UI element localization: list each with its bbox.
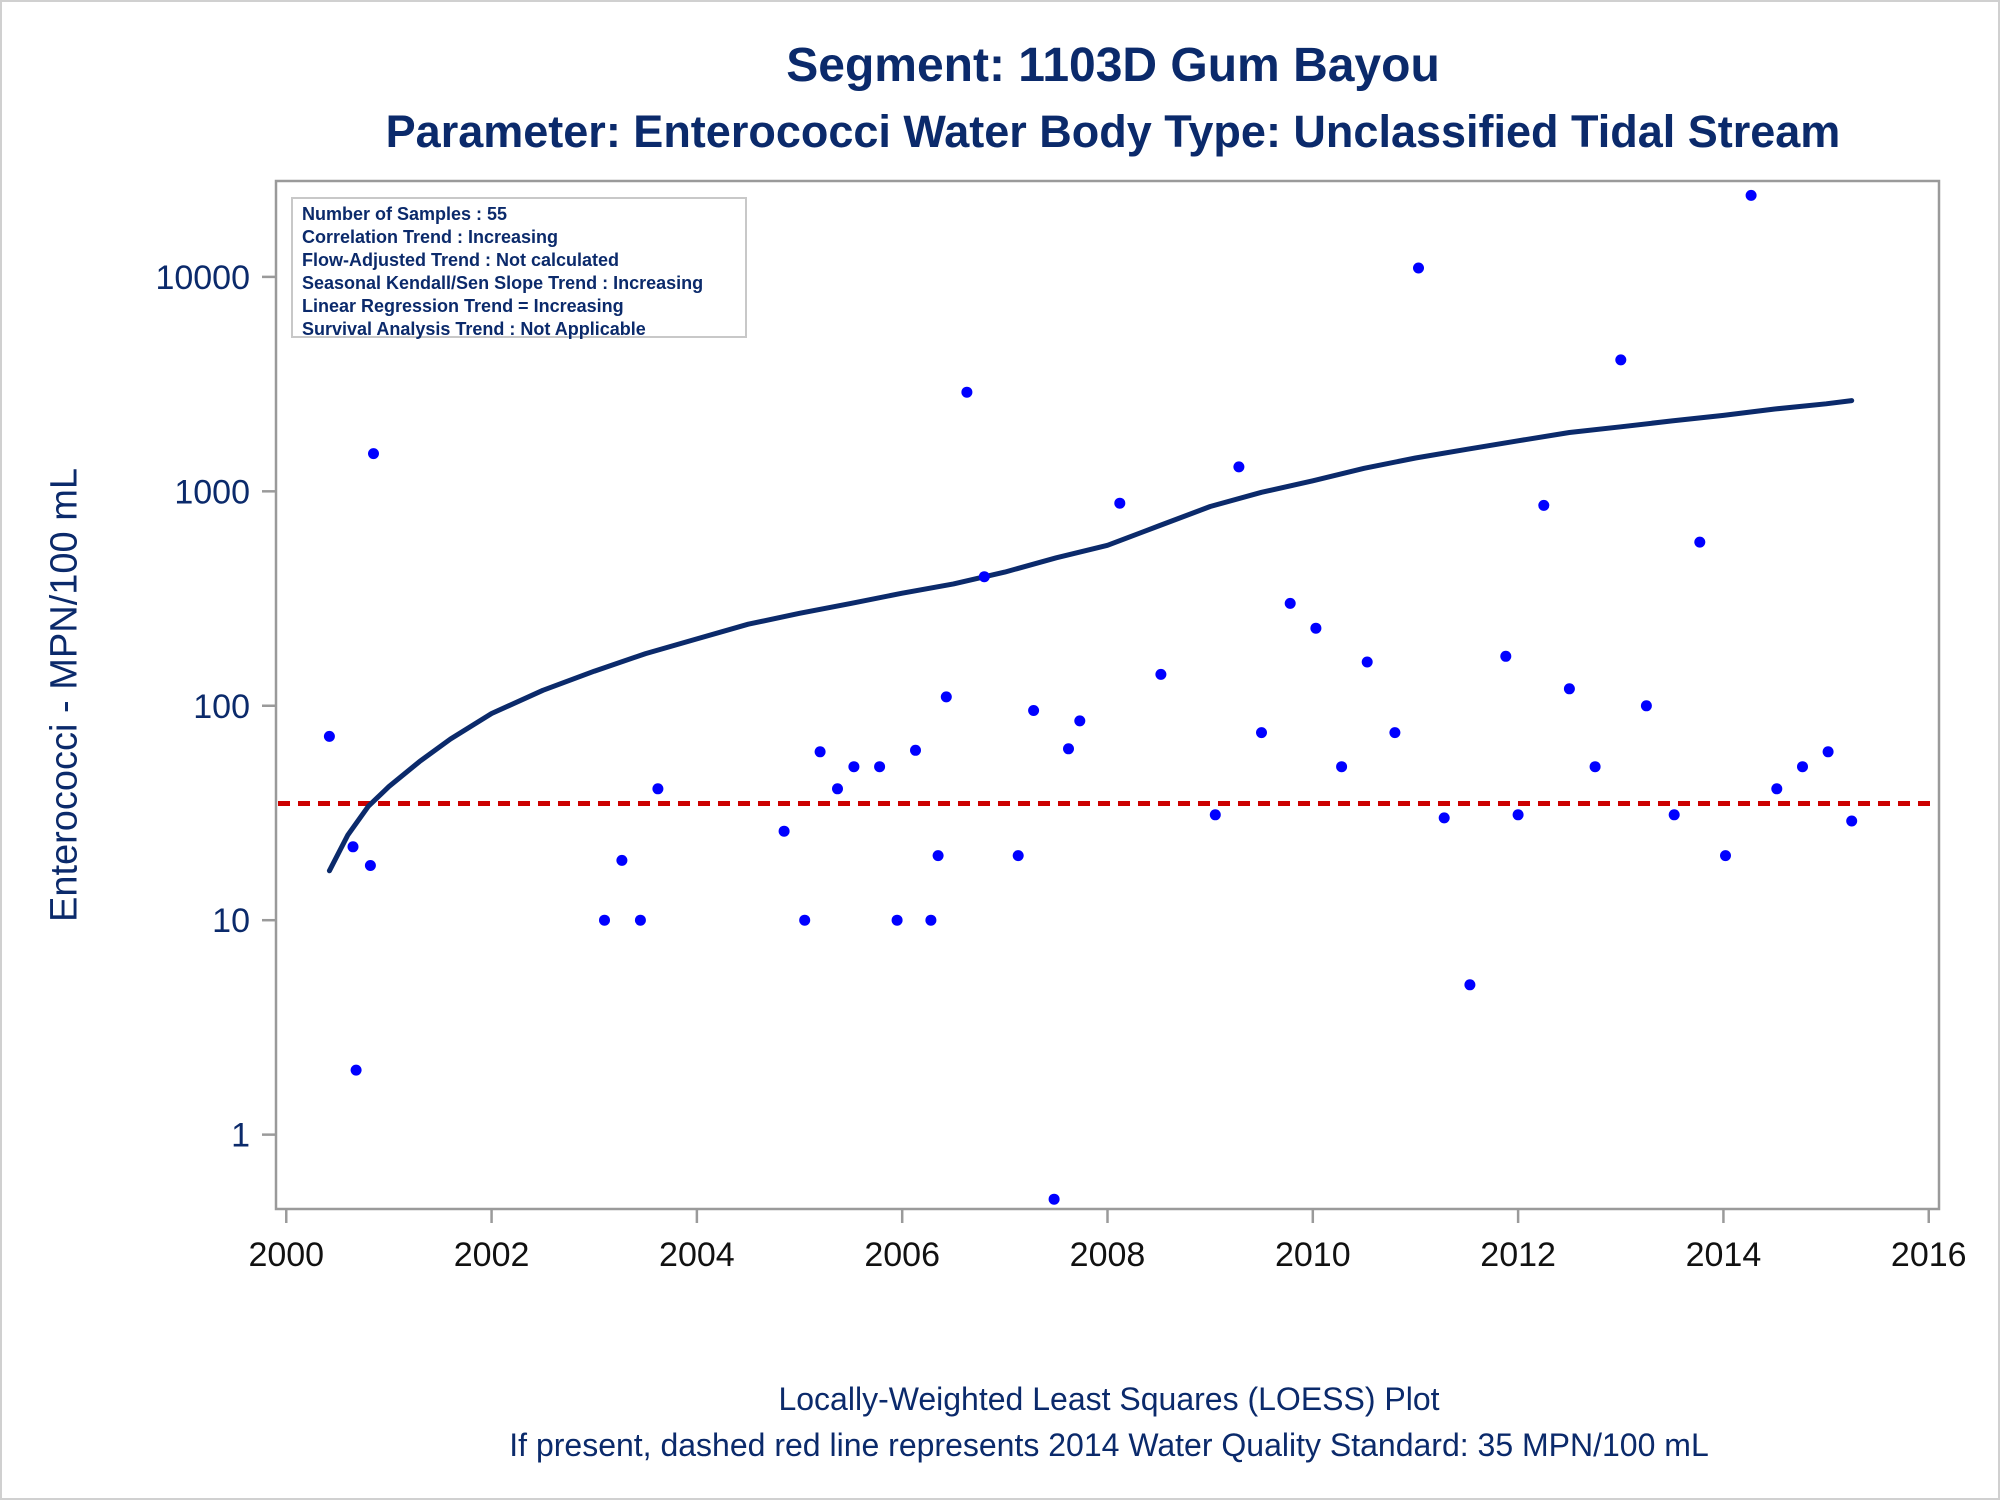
data-point — [1668, 809, 1680, 821]
data-point — [350, 1064, 362, 1076]
x-tick-label: 2010 — [1275, 1236, 1351, 1274]
data-point — [778, 825, 790, 837]
data-point — [1155, 668, 1167, 680]
data-point — [634, 914, 646, 926]
data-point — [1048, 1193, 1060, 1205]
y-tick-label: 100 — [193, 688, 250, 726]
data-point — [799, 914, 811, 926]
data-point — [652, 783, 664, 795]
stats-legend-box: Number of Samples : 55 Correlation Trend… — [291, 197, 747, 339]
data-point — [1284, 597, 1296, 609]
x-tick-label: 2006 — [864, 1236, 940, 1274]
stats-line-seasonal-kendall: Seasonal Kendall/Sen Slope Trend : Incre… — [302, 273, 704, 293]
x-tick-label: 2016 — [1891, 1236, 1967, 1274]
data-point — [364, 860, 376, 871]
data-point — [1233, 461, 1245, 473]
y-tick-label: 1000 — [174, 473, 250, 511]
data-point — [1694, 536, 1706, 548]
footer-loess-note: Locally-Weighted Least Squares (LOESS) P… — [778, 1381, 1440, 1417]
stats-line-samples: Number of Samples : 55 — [302, 204, 508, 224]
data-point — [910, 744, 921, 756]
data-point — [616, 854, 628, 866]
x-tick-label: 2000 — [248, 1236, 324, 1274]
data-point — [1438, 812, 1450, 824]
data-point — [932, 850, 944, 862]
stats-line-survival: Survival Analysis Trend : Not Applicable — [302, 319, 646, 339]
data-point — [599, 914, 610, 926]
data-point — [1012, 850, 1024, 862]
data-point — [1028, 705, 1040, 716]
data-point — [874, 761, 886, 773]
data-point — [1846, 815, 1858, 827]
data-point — [1114, 497, 1126, 509]
data-point — [323, 730, 335, 742]
chart-subtitle: Parameter: Enterococci Water Body Type: … — [385, 106, 1841, 157]
data-point — [891, 914, 903, 926]
data-point — [1413, 262, 1424, 274]
stats-line-flow-adjusted: Flow-Adjusted Trend : Not calculated — [302, 250, 620, 270]
x-tick-label: 2012 — [1480, 1236, 1556, 1274]
data-point — [925, 914, 937, 926]
data-point — [1563, 683, 1575, 695]
y-tick-label: 10000 — [155, 259, 250, 297]
data-point — [940, 691, 952, 703]
x-tick-label: 2002 — [454, 1236, 530, 1274]
data-point — [1464, 979, 1476, 991]
data-point — [1771, 783, 1783, 795]
data-point — [1822, 746, 1834, 758]
data-point — [368, 448, 379, 460]
data-point — [832, 783, 843, 795]
footer-standard-note: If present, dashed red line represents 2… — [509, 1427, 1709, 1463]
data-point — [1389, 727, 1401, 739]
data-point — [1256, 727, 1267, 739]
data-point — [1361, 656, 1373, 668]
data-point — [1589, 761, 1601, 773]
x-tick-label: 2008 — [1070, 1236, 1146, 1274]
loess-curve — [326, 398, 1855, 874]
data-point — [978, 571, 990, 583]
data-point — [1720, 850, 1731, 862]
data-point — [1745, 189, 1757, 201]
data-point — [1797, 761, 1808, 773]
data-point — [1209, 809, 1221, 821]
data-point — [1512, 809, 1524, 821]
data-point — [1500, 650, 1512, 662]
y-tick-label: 10 — [212, 902, 250, 940]
data-point — [1336, 761, 1348, 773]
x-tick-label: 2014 — [1686, 1236, 1762, 1274]
y-tick-label: 1 — [231, 1117, 250, 1155]
data-point — [1640, 700, 1652, 712]
data-point — [1615, 354, 1627, 366]
stats-line-correlation: Correlation Trend : Increasing — [302, 227, 559, 247]
chart-title: Segment: 1103D Gum Bayou — [786, 39, 1440, 92]
data-point — [1310, 622, 1322, 634]
data-point — [848, 761, 860, 773]
data-point — [814, 746, 826, 758]
data-point — [1538, 499, 1550, 511]
data-point — [961, 386, 973, 398]
data-point — [1063, 743, 1074, 755]
x-tick-label: 2004 — [659, 1236, 735, 1274]
data-point — [347, 841, 359, 853]
stats-line-linear-regression: Linear Regression Trend = Increasing — [302, 296, 624, 316]
data-point — [1074, 715, 1086, 727]
